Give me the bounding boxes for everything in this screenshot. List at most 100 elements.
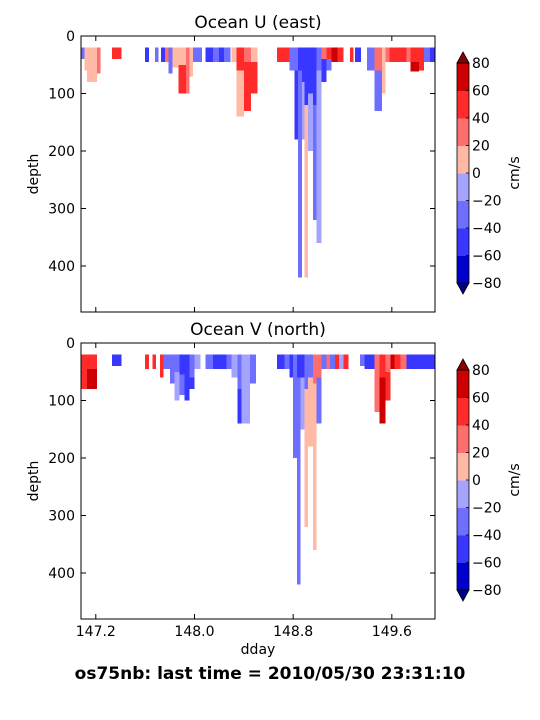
data-cell — [289, 354, 294, 378]
data-cell — [164, 47, 169, 62]
data-cell — [289, 47, 295, 71]
y-tick-label: 0 — [66, 336, 75, 352]
data-cell — [87, 368, 98, 390]
data-cell — [379, 377, 386, 424]
data-cell — [97, 47, 101, 74]
plot-frame — [80, 35, 436, 313]
plot-frame — [80, 342, 436, 620]
colorbar-tick-label: −40 — [472, 528, 502, 544]
data-cell — [418, 47, 424, 71]
data-cell — [416, 354, 424, 369]
data-cell — [111, 354, 122, 366]
data-cell — [399, 47, 407, 62]
data-cell — [219, 47, 225, 62]
x-tick-label: 148.0 — [174, 624, 214, 640]
y-tick-label: 0 — [66, 29, 75, 45]
data-cell — [293, 354, 297, 389]
colorbar-tick-label: −40 — [472, 221, 502, 237]
data-cell — [338, 354, 344, 369]
colorbar-band — [457, 90, 469, 119]
data-cell — [277, 354, 285, 369]
data-cell — [226, 354, 232, 369]
data-cell — [168, 47, 173, 74]
data-cell — [374, 70, 382, 111]
data-cell — [163, 354, 170, 369]
data-cell — [301, 47, 305, 82]
data-cell — [385, 371, 391, 401]
data-cell — [312, 47, 317, 105]
data-cell — [284, 47, 290, 62]
data-cell — [316, 70, 322, 243]
y-tick-label: 400 — [48, 259, 75, 275]
data-cell — [251, 47, 258, 62]
colorbar-band — [457, 562, 469, 591]
data-cell — [172, 47, 179, 68]
data-cell — [284, 354, 290, 369]
y-tick-label: 200 — [48, 451, 75, 467]
data-cell — [410, 61, 419, 72]
colorbar-extend-min — [456, 282, 470, 295]
colorbar-band — [457, 200, 469, 229]
colorbar-band — [457, 228, 469, 256]
data-cell — [249, 354, 257, 384]
colorbar-tick-label: −60 — [472, 556, 502, 572]
colorbar-tick-label: −20 — [472, 194, 502, 210]
colorbar-band — [457, 452, 469, 481]
data-cell — [87, 354, 98, 369]
data-cell — [316, 377, 322, 424]
colorbar-label: cm/s — [507, 156, 523, 189]
data-cell — [406, 354, 417, 369]
colorbar: −80 −60 −40 −20 0 20 40 60 80 cm/s — [456, 51, 523, 295]
data-cell — [304, 354, 308, 389]
data-cell — [184, 354, 190, 401]
colorbar-tick-label: 20 — [472, 446, 490, 462]
data-cell — [304, 105, 308, 278]
data-cell — [185, 47, 190, 94]
colorbar-band — [457, 507, 469, 536]
y-tick-label: 100 — [48, 87, 75, 103]
colorbar-tick-label: −80 — [472, 276, 502, 292]
data-cell — [174, 371, 180, 401]
colorbar-band — [457, 480, 469, 508]
data-cell — [349, 47, 354, 62]
y-axis-label: depth — [26, 461, 42, 502]
data-cell — [307, 354, 313, 378]
data-cell — [321, 47, 327, 59]
data-cell — [219, 354, 227, 369]
data-cell — [430, 47, 435, 62]
data-cell — [169, 354, 175, 384]
data-cell — [205, 47, 213, 62]
data-cell — [316, 47, 322, 71]
data-cell — [374, 354, 380, 384]
data-cell — [326, 59, 332, 71]
data-cell — [236, 70, 244, 117]
colorbar-band — [457, 255, 469, 284]
data-cell — [390, 354, 395, 369]
data-cell — [87, 61, 98, 83]
colorbar-tick-label: 40 — [472, 418, 490, 434]
data-cell — [145, 47, 149, 62]
data-cell — [367, 47, 375, 71]
data-cell — [394, 354, 401, 369]
data-cell — [243, 47, 252, 62]
data-cell — [300, 377, 305, 430]
data-cell — [205, 354, 213, 369]
data-cell — [304, 47, 308, 105]
colorbar-band — [457, 145, 469, 174]
data-cell — [301, 82, 305, 140]
colorbar-label: cm/s — [507, 463, 523, 496]
data-cell — [385, 354, 391, 372]
colorbar-tick-label: 60 — [472, 391, 490, 407]
data-cell — [111, 47, 122, 59]
data-cell — [189, 377, 195, 389]
data-cell — [81, 47, 85, 59]
y-tick-label: 400 — [48, 566, 75, 582]
colorbar-band — [457, 118, 469, 146]
data-cells — [81, 354, 435, 585]
colorbar-band — [457, 425, 469, 453]
colorbar-extend-max — [456, 51, 470, 64]
data-cell — [212, 47, 220, 62]
data-cell — [174, 354, 180, 372]
data-cell — [298, 70, 302, 278]
